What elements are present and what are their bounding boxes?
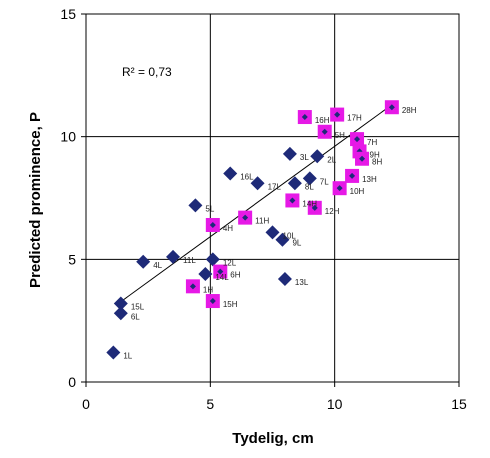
tick-labels: 0 5 10 15 0 5 10 15 (60, 6, 467, 412)
point-label: 7L (320, 177, 329, 186)
point-label: 12L (223, 258, 237, 267)
y-tick-label: 15 (60, 6, 76, 22)
x-tick-label: 5 (206, 396, 214, 412)
x-tick-label: 0 (82, 396, 90, 412)
data-point-square-dot (359, 155, 366, 162)
data-point-diamond (113, 296, 128, 311)
data-point-diamond (166, 249, 181, 264)
y-tick-label: 5 (68, 251, 76, 267)
point-label: 17L (268, 182, 282, 191)
data-point-square-dot (349, 172, 356, 179)
data-point-diamond (275, 232, 290, 247)
point-label: 16H (315, 116, 330, 125)
data-point-diamond (302, 171, 317, 186)
grid-lines (81, 13, 460, 387)
x-axis-title: Tydelig, cm (232, 430, 313, 447)
data-point-diamond (136, 254, 151, 269)
point-label: 16L (240, 172, 254, 181)
data-point-diamond (250, 176, 265, 191)
plot-frame (85, 13, 460, 383)
point-label: 6H (230, 271, 240, 280)
data-point-square-dot (388, 104, 395, 111)
data-point-square-dot (336, 185, 343, 192)
data-point-square-dot (311, 204, 318, 211)
trendline-group (118, 104, 393, 304)
data-point-square-dot (209, 298, 216, 305)
y-tick-label: 0 (68, 374, 76, 390)
point-label: 9H (370, 150, 380, 159)
point-label: 12H (325, 207, 340, 216)
r-squared-annotation: R² = 0,73 (122, 65, 172, 79)
data-point-square-dot (321, 128, 328, 135)
point-label: 1H (203, 285, 213, 294)
data-point-diamond (188, 198, 203, 213)
data-point-square-dot (242, 214, 249, 221)
point-label: 17H (347, 114, 362, 123)
data-point-square-dot (354, 136, 361, 143)
trendline (118, 104, 393, 304)
point-label: 13H (362, 175, 377, 184)
data-point-square-dot (334, 111, 341, 118)
point-label: 11L (183, 256, 196, 265)
data-point-diamond (198, 267, 213, 282)
point-label: 14H (302, 199, 317, 208)
point-label: 7H (367, 138, 377, 147)
point-label: 3L (300, 153, 309, 162)
data-point-diamond (205, 252, 220, 267)
point-label: 15L (131, 302, 145, 311)
point-label: 10H (350, 187, 365, 196)
data-point-diamond (265, 225, 280, 240)
point-label: 10L (283, 231, 297, 240)
point-label: 4L (153, 261, 162, 270)
point-label: 14L (215, 273, 229, 282)
point-label: 4H (223, 224, 233, 233)
point-label: 1L (123, 352, 132, 361)
point-label: 6L (131, 312, 140, 321)
data-points (106, 100, 399, 360)
point-label: 5L (205, 204, 214, 213)
x-tick-label: 15 (451, 396, 467, 412)
point-label: 28H (402, 106, 417, 115)
point-label: 5H (335, 131, 345, 140)
data-point-diamond (310, 149, 325, 164)
data-point-diamond (223, 166, 238, 181)
point-label: 11H (255, 217, 269, 226)
data-point-square-dot (301, 114, 308, 121)
point-label: 9L (292, 239, 301, 248)
point-label: 15H (223, 300, 238, 309)
point-label: 8H (372, 158, 382, 167)
data-point-square-dot (217, 268, 224, 275)
point-label: 13L (295, 278, 309, 287)
point-label: 2L (327, 155, 336, 164)
x-tick-label: 10 (327, 396, 343, 412)
data-point-square-dot (189, 283, 196, 290)
data-point-diamond (113, 306, 128, 321)
point-label: 8L (305, 182, 314, 191)
data-point-diamond (106, 345, 121, 360)
y-tick-label: 10 (60, 129, 76, 145)
data-point-diamond (282, 146, 297, 161)
data-point-diamond (277, 271, 292, 286)
data-point-square-dot (289, 197, 296, 204)
y-axis-title: Predicted prominence, P (27, 112, 44, 288)
data-point-square-dot (209, 221, 216, 228)
data-point-diamond (287, 176, 302, 191)
